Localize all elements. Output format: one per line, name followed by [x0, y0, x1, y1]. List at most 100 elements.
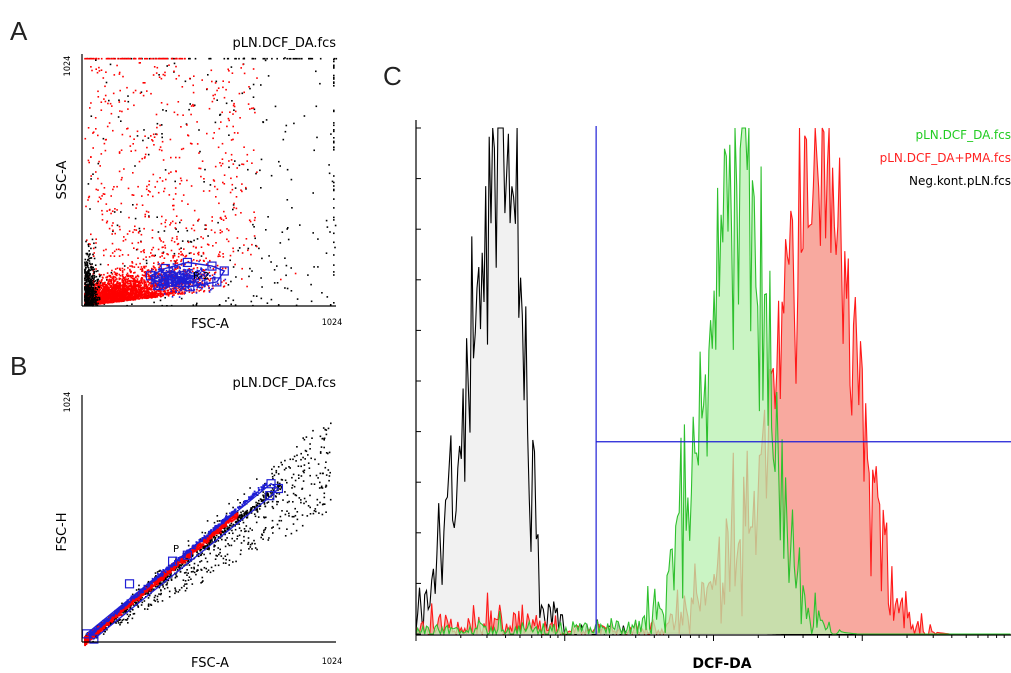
panel-a-event-red: [222, 181, 224, 184]
panel-a-gate-handle[interactable]: [153, 280, 163, 291]
panel-a-event-blue: [204, 272, 206, 274]
panel-a-event-red: [198, 167, 200, 170]
panel-a-event-blue: [155, 277, 158, 280]
panel-a-event-red: [104, 149, 107, 152]
panel-a-event-red: [110, 212, 112, 215]
panel-a-event-red: [159, 291, 161, 294]
panel-a-event-blue: [195, 278, 197, 281]
panel-a-event-black: [333, 76, 335, 79]
panel-a-event-blue: [180, 283, 183, 286]
panel-a-event-red: [106, 291, 108, 294]
panel-a-event-red: [133, 104, 135, 107]
panel-a-event-red: [120, 296, 122, 298]
panel-a-event-black: [91, 301, 94, 304]
panel-a-event-red: [159, 256, 161, 258]
panel-a-event-red: [152, 246, 155, 249]
panel-a-event-black: [89, 277, 91, 279]
panel-a-event-black: [185, 123, 188, 125]
panel-b-event-black: [187, 544, 190, 547]
panel-a-event-blue: [203, 279, 206, 282]
panel-a-event-red: [223, 210, 225, 213]
panel-a-event-black: [85, 286, 87, 289]
panel-a-event-black: [296, 298, 299, 300]
panel-a-event-black: [87, 284, 90, 287]
panel-a-gate-handle[interactable]: [160, 263, 170, 274]
panel-a-event-blue: [184, 278, 187, 280]
panel-a-event-red: [147, 194, 149, 196]
panel-a-event-blue: [184, 279, 186, 281]
panel-a-event-blue: [163, 293, 166, 295]
panel-a-event-red: [142, 250, 145, 252]
panel-a-event-blue: [201, 280, 204, 282]
panel-a-gate-handle[interactable]: [182, 257, 192, 268]
panel-b-event-black: [128, 615, 130, 618]
panel-b-event-black: [275, 471, 278, 474]
panel-a-event-red: [119, 282, 121, 284]
panel-a-event-black: [260, 277, 262, 279]
panel-a-event-red: [97, 177, 99, 180]
panel-b-event-black: [262, 538, 264, 540]
panel-a-event-blue: [164, 284, 167, 286]
panel-a-event-black: [333, 181, 335, 184]
panel-a-event-red: [119, 269, 122, 271]
panel-b-event-black: [240, 529, 242, 532]
panel-a-event-red: [226, 228, 228, 230]
panel-a-event-black: [307, 274, 309, 276]
panel-a-event-black: [113, 211, 116, 213]
panel-a-event-red: [150, 92, 152, 95]
panel-a-event-black: [316, 136, 318, 139]
panel-a-gate-handle[interactable]: [219, 266, 229, 276]
panel-a-event-black: [95, 296, 97, 298]
panel-a-event-blue: [165, 275, 167, 278]
panel-a-event-red: [149, 191, 151, 193]
panel-a-event-red: [92, 270, 95, 272]
panel-a-event-red: [145, 210, 148, 213]
panel-a-event-black: [262, 57, 265, 60]
panel-a-event-red: [95, 283, 97, 285]
panel-b-event-black: [146, 608, 149, 610]
panel-a-event-blue: [204, 284, 206, 287]
panel-a-event-black: [88, 293, 91, 295]
panel-b-event-black: [289, 458, 292, 461]
panel-a-event-red: [123, 293, 125, 295]
panel-b-event-black: [301, 487, 304, 490]
panel-a-event-black: [116, 224, 119, 227]
panel-a-event-red: [158, 293, 160, 295]
panel-a-event-red: [135, 275, 137, 278]
panel-letter-b: B: [10, 351, 27, 381]
panel-a-event-blue: [165, 269, 168, 272]
panel-a-event-red: [116, 267, 119, 270]
panel-a-event-red: [254, 111, 256, 114]
panel-a-event-red: [130, 150, 132, 152]
panel-a-event-red: [112, 57, 115, 60]
panel-a-event-red: [150, 135, 152, 137]
panel-a-event-red: [202, 277, 205, 280]
panel-a-event-red: [233, 202, 235, 205]
panel-a-event-red: [246, 160, 248, 162]
panel-a-event-red: [180, 148, 183, 151]
panel-a-event-black: [312, 232, 314, 234]
panel-a-event-blue: [175, 276, 178, 279]
panel-a-event-red: [177, 101, 180, 103]
panel-a-gate-handle[interactable]: [212, 277, 222, 287]
panel-a-gate-handle[interactable]: [145, 271, 156, 281]
panel-b-event-black: [191, 583, 194, 585]
panel-a-event-red: [227, 117, 230, 120]
panel-a-event-blue: [164, 277, 166, 279]
panel-a-event-black: [90, 178, 92, 180]
panel-a-event-red: [157, 293, 159, 295]
panel-a-event-red: [119, 277, 122, 280]
panel-a-event-red: [153, 282, 156, 284]
panel-a-event-red: [141, 195, 143, 197]
panel-a-gate-handle[interactable]: [207, 261, 217, 271]
panel-a-event-black: [87, 302, 89, 305]
panel-a-event-blue: [183, 282, 186, 285]
panel-a-event-red: [245, 186, 247, 189]
panel-a-event-red: [212, 287, 214, 290]
panel-a-gate-handle[interactable]: [185, 282, 195, 292]
panel-a-event-red: [150, 281, 152, 284]
panel-a-event-blue: [197, 273, 199, 276]
panel-a-event-red: [170, 260, 172, 262]
panel-a-event-red: [115, 295, 117, 297]
panel-a-event-red: [111, 210, 114, 212]
